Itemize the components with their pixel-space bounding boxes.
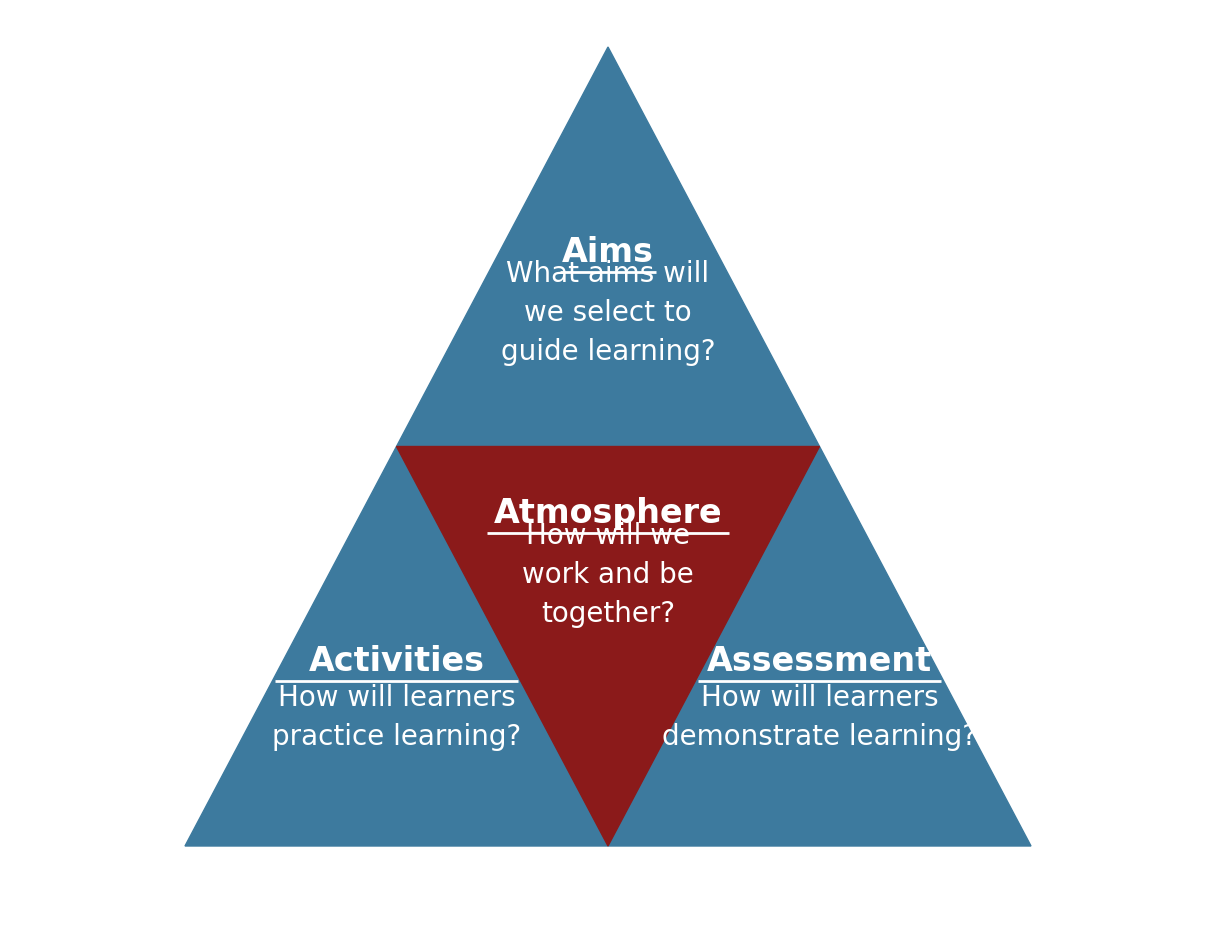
Text: Aims: Aims	[562, 236, 654, 269]
Text: What aims will
we select to
guide learning?: What aims will we select to guide learni…	[501, 260, 715, 367]
Text: Activities: Activities	[309, 645, 484, 678]
Text: Atmosphere: Atmosphere	[494, 497, 722, 530]
Polygon shape	[396, 446, 820, 846]
Text: How will learners
demonstrate learning?: How will learners demonstrate learning?	[662, 684, 976, 751]
Text: Assessment: Assessment	[706, 645, 931, 678]
Text: How will learners
practice learning?: How will learners practice learning?	[272, 684, 522, 751]
Text: How will we
work and be
together?: How will we work and be together?	[522, 522, 694, 628]
Polygon shape	[185, 47, 1031, 846]
